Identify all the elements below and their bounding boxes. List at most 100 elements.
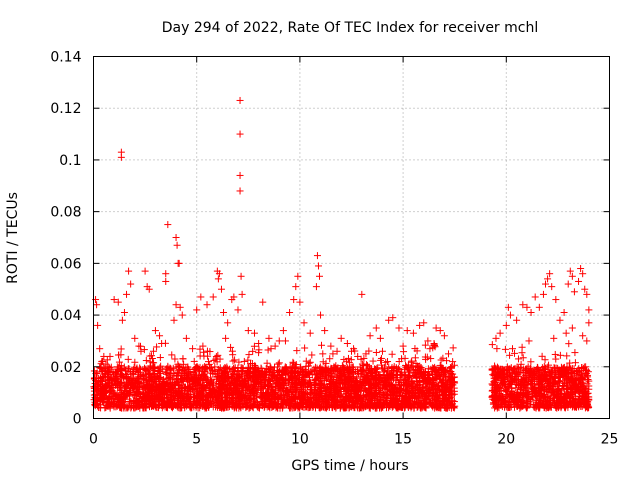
data-point: [358, 290, 366, 298]
grid-lines: [93, 56, 610, 419]
data-point: [209, 293, 217, 301]
data-point: [411, 354, 419, 362]
data-point: [321, 327, 329, 335]
data-point: [318, 341, 326, 349]
data-point: [492, 334, 500, 342]
data-point: [552, 355, 560, 363]
data-point: [501, 345, 509, 353]
data-point: [301, 344, 309, 352]
data-point: [224, 319, 232, 327]
data-point: [131, 334, 139, 342]
data-point: [156, 332, 164, 340]
data-point: [182, 334, 190, 342]
data-point: [286, 308, 294, 316]
data-point: [317, 311, 325, 319]
chart-title: Day 294 of 2022, Rate Of TEC Index for r…: [162, 20, 538, 36]
data-point: [562, 329, 570, 337]
data-point: [293, 347, 301, 355]
data-point: [313, 252, 321, 260]
data-point: [579, 332, 587, 340]
data-point: [125, 267, 133, 275]
data-point: [162, 277, 170, 285]
data-point: [585, 319, 593, 327]
data-point: [245, 351, 253, 359]
data-point: [319, 350, 327, 358]
data-point: [308, 351, 316, 359]
x-tick-label: 25: [601, 432, 619, 448]
data-point: [214, 275, 222, 283]
data-point: [93, 301, 101, 309]
data-point: [506, 351, 514, 359]
data-point: [281, 337, 289, 345]
data-point: [565, 340, 573, 348]
data-point: [378, 347, 386, 355]
data-point: [347, 356, 355, 364]
data-point: [525, 337, 533, 345]
data-point: [162, 270, 170, 278]
data-point: [449, 344, 457, 352]
data-point: [550, 334, 558, 342]
data-point: [164, 221, 172, 229]
data-point: [556, 316, 564, 324]
data-point: [568, 324, 576, 332]
data-point: [275, 359, 283, 367]
data-point: [123, 290, 131, 298]
data-point: [372, 324, 380, 332]
data-point: [535, 303, 543, 311]
x-tick-label: 15: [394, 432, 412, 448]
data-point: [409, 329, 417, 337]
data-point: [236, 187, 244, 195]
data-point: [327, 342, 335, 350]
data-point: [238, 290, 246, 298]
data-point: [200, 348, 208, 356]
y-tick-label: 0.14: [50, 50, 81, 66]
data-point: [203, 301, 211, 309]
data-point: [236, 171, 244, 179]
data-point: [518, 349, 526, 357]
y-axis-title: ROTI / TECUs: [5, 192, 21, 284]
data-point: [237, 272, 245, 280]
data-point: [151, 327, 159, 335]
data-point: [388, 350, 396, 358]
y-tick-label: 0.1: [59, 153, 81, 169]
data-point: [376, 334, 384, 342]
data-point: [502, 321, 510, 329]
data-point: [506, 311, 514, 319]
data-point: [196, 352, 204, 360]
data-point: [236, 130, 244, 138]
data-point: [440, 332, 448, 340]
data-point: [172, 234, 180, 241]
y-tick-labels: 00.020.040.060.080.10.120.14: [50, 50, 81, 428]
data-point: [140, 346, 148, 354]
data-point: [227, 343, 235, 351]
data-point: [403, 327, 411, 335]
data-point: [240, 357, 248, 365]
data-point: [496, 329, 504, 337]
data-point: [173, 241, 181, 249]
data-point: [585, 306, 593, 314]
data-point: [127, 280, 135, 288]
data-point: [229, 351, 237, 359]
data-point: [511, 349, 519, 357]
data-point: [316, 272, 324, 280]
data-point: [343, 340, 351, 348]
y-tick-label: 0.12: [50, 101, 81, 117]
data-point: [296, 298, 304, 306]
data-point: [399, 342, 407, 350]
data-point: [548, 283, 556, 291]
data-point: [519, 354, 527, 362]
data-point: [488, 341, 496, 349]
data-point: [564, 280, 572, 288]
data-point: [222, 334, 230, 342]
x-tick-label: 20: [497, 432, 515, 448]
data-point: [156, 354, 164, 362]
data-point: [249, 347, 257, 355]
data-point: [531, 293, 539, 301]
data-point: [259, 298, 267, 306]
x-axis-title: GPS time / hours: [291, 458, 408, 474]
data-point: [369, 357, 377, 365]
data-point: [153, 343, 161, 351]
data-point: [294, 272, 302, 280]
x-tick-label: 5: [192, 432, 201, 448]
